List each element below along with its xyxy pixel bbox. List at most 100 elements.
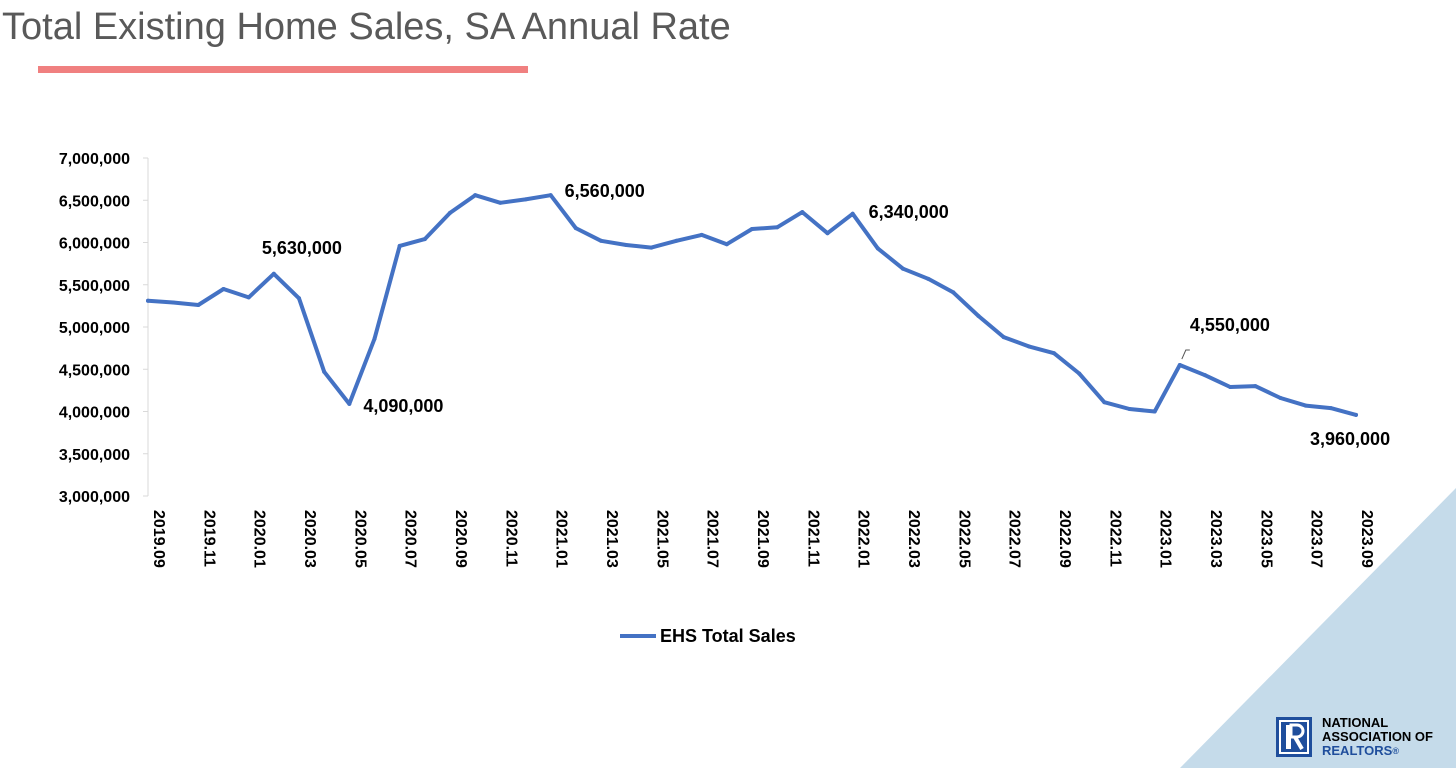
corner-triangle	[1180, 488, 1456, 768]
data-point	[1052, 351, 1056, 356]
data-point	[1152, 409, 1157, 414]
data-point	[1026, 344, 1031, 349]
data-point	[850, 211, 855, 216]
logo-registered-mark: ®	[1392, 746, 1399, 756]
data-point	[372, 336, 377, 341]
x-tick-label: 2021.07	[704, 510, 721, 568]
x-tick-label: 2021.03	[603, 510, 620, 568]
data-point	[976, 314, 981, 319]
x-tick-label: 2020.05	[351, 510, 368, 568]
x-tick-label: 2021.01	[553, 510, 570, 568]
x-tick-label: 2023.05	[1257, 510, 1274, 568]
y-axis-ticks: 3,000,000 3,500,000 4,000,000 4,500,000 5,00…	[59, 151, 148, 506]
data-point	[1228, 384, 1233, 389]
x-axis-ticks: 2019.09 2019.11 2020.01 2020.03 2020.05 2020.…	[150, 510, 1375, 568]
data-point	[297, 296, 301, 301]
data-label: 6,340,000	[869, 202, 949, 222]
x-tick-label: 2019.09	[150, 510, 167, 568]
page-title: Total Existing Home Sales, SA Annual Rat…	[2, 6, 731, 48]
data-point	[951, 290, 956, 295]
data-label: 3,960,000	[1310, 429, 1390, 449]
x-tick-label: 2022.05	[955, 510, 972, 568]
x-tick-label: 2020.09	[452, 510, 469, 568]
data-point	[196, 303, 201, 308]
x-tick-label: 2020.01	[251, 510, 268, 568]
x-tick-label: 2022.03	[905, 510, 922, 568]
data-point	[800, 210, 805, 215]
legend-swatch	[620, 634, 656, 638]
logo-line-1: NATIONAL	[1322, 715, 1389, 730]
data-point	[548, 193, 553, 198]
data-point	[825, 231, 830, 236]
x-tick-label: 2020.03	[301, 510, 318, 568]
y-tick-label: 5,000,000	[59, 320, 130, 337]
y-tick-label: 7,000,000	[59, 151, 130, 168]
data-label: 4,090,000	[363, 396, 443, 416]
data-point	[926, 276, 931, 281]
x-tick-label: 2022.11	[1106, 510, 1123, 567]
x-tick-label: 2022.09	[1056, 510, 1073, 568]
data-point	[724, 242, 729, 247]
data-point	[649, 245, 654, 250]
data-point	[599, 238, 603, 243]
y-tick-label: 6,500,000	[59, 193, 130, 210]
data-label: 5,630,000	[262, 238, 342, 258]
x-tick-label: 2021.09	[754, 510, 771, 568]
data-point	[221, 286, 226, 291]
legend: EHS Total Sales	[620, 624, 796, 648]
logo-line-2: ASSOCIATION OF	[1322, 729, 1433, 744]
data-point	[1328, 406, 1333, 411]
data-point	[699, 232, 704, 237]
x-tick-label: 2020.07	[402, 510, 419, 568]
data-labels: 5,630,000 4,090,000 6,560,000 6,340,000 4,55…	[262, 181, 1390, 449]
x-tick-label: 2023.01	[1157, 510, 1174, 568]
data-point	[875, 246, 880, 251]
data-point	[750, 226, 754, 231]
data-point	[1077, 371, 1082, 376]
x-tick-label: 2020.11	[502, 510, 519, 567]
data-point	[1127, 406, 1132, 411]
data-point	[1102, 400, 1107, 405]
data-label: 4,550,000	[1190, 315, 1270, 335]
legend-label: EHS Total Sales	[660, 625, 796, 646]
data-point	[1001, 335, 1006, 340]
data-point	[775, 225, 780, 230]
x-tick-label: 2023.09	[1358, 510, 1375, 568]
x-tick-label: 2022.01	[855, 510, 872, 568]
leader-line	[1181, 349, 1190, 360]
realtor-r-icon	[1276, 717, 1312, 757]
logo-text: NATIONAL ASSOCIATION OF REALTORS®	[1322, 716, 1433, 758]
data-point	[573, 226, 578, 231]
series-points	[146, 193, 1358, 417]
y-tick-label: 6,000,000	[59, 236, 130, 253]
x-tick-label: 2019.11	[200, 510, 217, 567]
data-point	[271, 271, 276, 276]
x-tick-label: 2021.05	[653, 510, 670, 568]
y-tick-label: 3,500,000	[59, 447, 130, 464]
data-point	[1354, 412, 1358, 417]
data-label: 6,560,000	[565, 181, 645, 201]
data-point	[347, 401, 352, 406]
data-point	[674, 238, 679, 243]
logo-realtors: REALTORS	[1322, 743, 1393, 758]
data-point	[1203, 373, 1207, 378]
y-tick-label: 4,500,000	[59, 362, 130, 379]
data-point	[624, 243, 629, 248]
y-tick-label: 3,000,000	[59, 489, 130, 506]
data-point	[322, 369, 327, 374]
data-point	[448, 210, 452, 215]
data-point	[901, 266, 905, 271]
x-tick-label: 2022.07	[1006, 510, 1023, 568]
x-tick-label: 2021.11	[804, 510, 821, 567]
data-point	[171, 300, 176, 305]
logo-line-3: REALTORS®	[1322, 744, 1433, 758]
title-underline	[38, 66, 528, 73]
nar-logo: NATIONAL ASSOCIATION OF REALTORS®	[1276, 716, 1433, 758]
data-point	[146, 298, 150, 303]
data-point	[1278, 395, 1283, 400]
data-point	[523, 197, 528, 202]
data-point	[1177, 363, 1182, 368]
data-point	[397, 243, 402, 248]
x-tick-label: 2023.07	[1308, 510, 1325, 568]
